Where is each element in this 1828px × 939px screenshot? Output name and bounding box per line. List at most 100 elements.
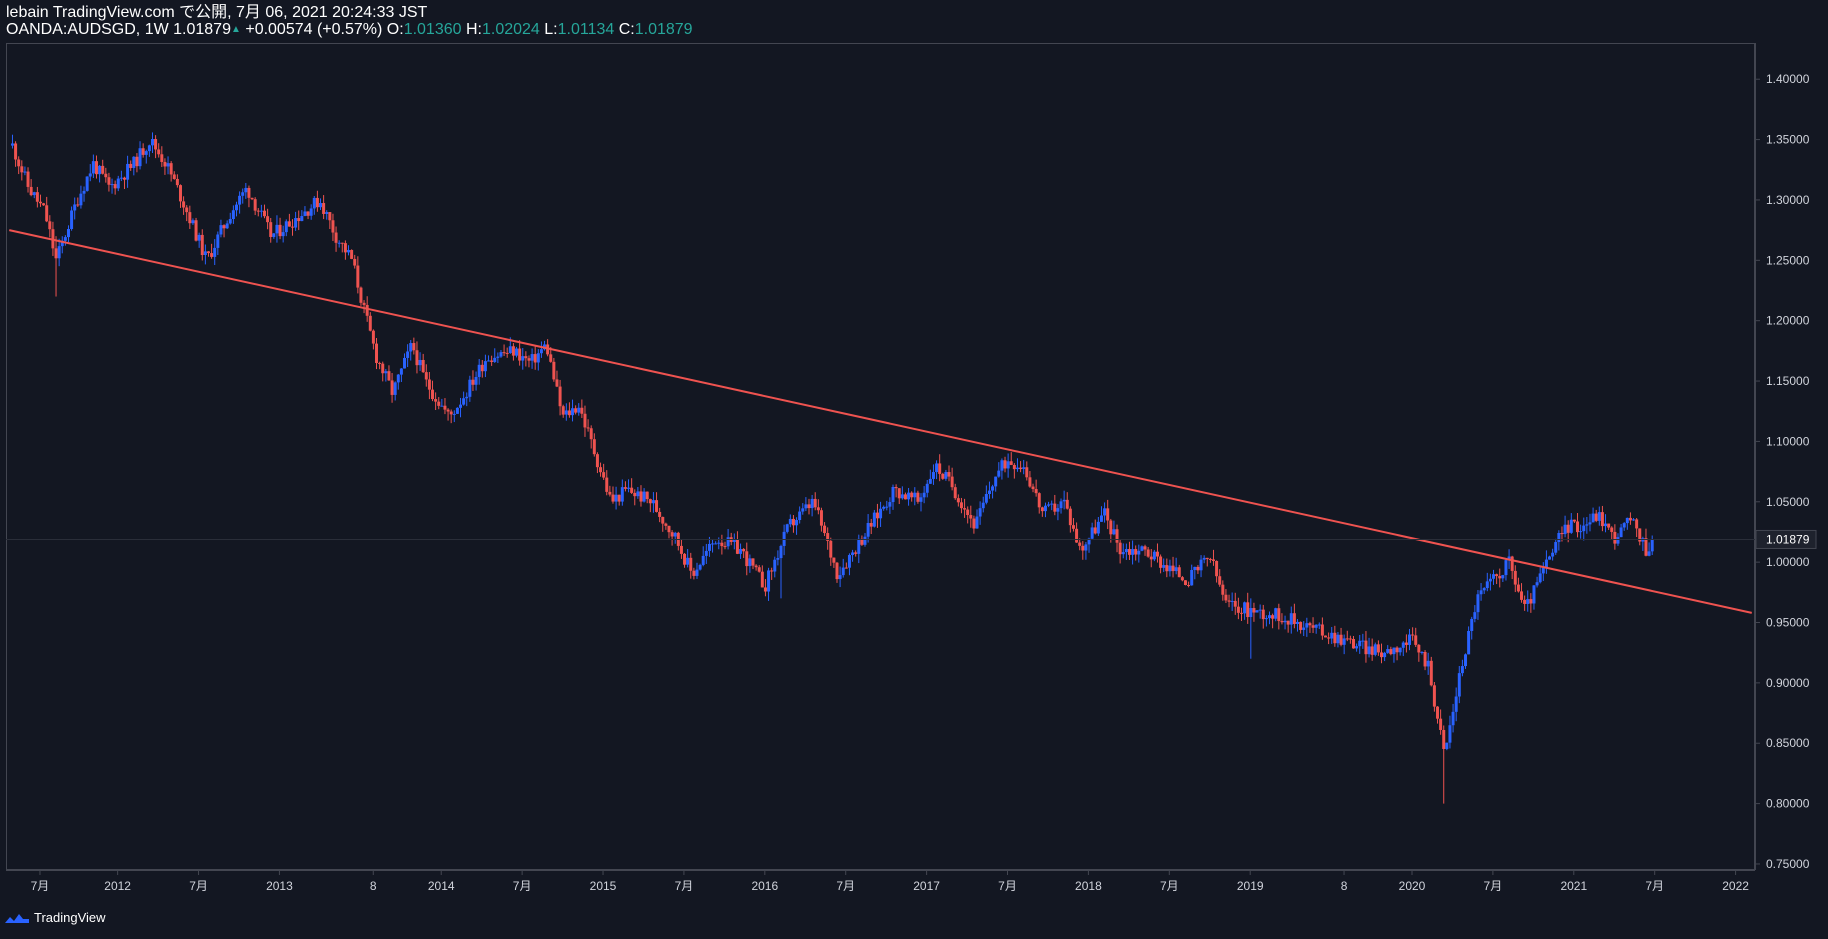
x-tick-label: 7月 — [513, 879, 532, 893]
candle-body — [524, 356, 528, 359]
candle-body — [144, 151, 148, 155]
candle-body — [1476, 594, 1480, 613]
candle-body — [630, 487, 634, 493]
candle-body — [757, 567, 761, 572]
candle-body — [1454, 696, 1458, 712]
candle-body — [866, 522, 870, 537]
candle-body — [483, 361, 487, 372]
candle-body — [1613, 531, 1617, 544]
candle-body — [378, 362, 382, 364]
candle-body — [1243, 602, 1247, 614]
candle-body — [617, 494, 621, 502]
candle-body — [1479, 590, 1483, 595]
candle-body — [1395, 647, 1399, 653]
candle-body — [1544, 559, 1548, 568]
candle-body — [903, 494, 907, 500]
candle-body — [1591, 513, 1595, 523]
candle-body — [138, 148, 142, 167]
candle-body — [1361, 640, 1365, 642]
candle-body — [1252, 608, 1256, 613]
candle-body — [359, 287, 363, 303]
candle-body — [393, 382, 397, 395]
candle-body — [1093, 527, 1097, 534]
candle-body — [907, 492, 911, 500]
y-tick-label: 0.90000 — [1766, 676, 1810, 690]
candle-body — [882, 506, 886, 509]
candle-body — [959, 502, 963, 509]
candle-body — [1177, 567, 1181, 578]
candle-body — [767, 570, 771, 592]
candle-body — [711, 543, 715, 545]
publish-info: lebain TradingView.com で公開, 7月 06, 2021 … — [6, 4, 427, 22]
candle-body — [1560, 533, 1564, 535]
candle-body — [431, 389, 435, 400]
candle-body — [1000, 460, 1004, 471]
candle-body — [1513, 570, 1517, 585]
candle-body — [462, 398, 466, 405]
candle-body — [655, 500, 659, 512]
candle-body — [1239, 612, 1243, 614]
x-tick-label: 2020 — [1399, 879, 1426, 893]
candle-body — [1348, 638, 1352, 640]
candle-body — [1442, 729, 1446, 749]
candle-body — [38, 201, 42, 204]
candle-body — [362, 302, 366, 305]
candle-body — [446, 409, 450, 412]
candle-body — [1215, 560, 1219, 577]
candle-body — [1616, 537, 1620, 544]
candle-body — [216, 234, 220, 248]
candle-body — [57, 246, 61, 259]
candle-body — [1429, 660, 1433, 686]
candle-body — [10, 143, 14, 146]
candle-body — [1280, 621, 1284, 623]
candle-body — [586, 427, 590, 429]
x-tick-label: 2015 — [590, 879, 617, 893]
candle-body — [754, 565, 758, 568]
candle-body — [1230, 600, 1234, 602]
y-tick-label: 0.95000 — [1766, 616, 1810, 630]
candle-body — [1376, 644, 1380, 653]
candle-body — [368, 315, 372, 331]
open-label: O: — [386, 21, 404, 38]
candle-body — [1436, 706, 1440, 719]
candle-body — [334, 232, 338, 243]
candle-body — [969, 515, 973, 519]
candle-body — [580, 407, 584, 414]
y-tick-label: 0.85000 — [1766, 736, 1810, 750]
candle-body — [1134, 549, 1138, 555]
candle-body — [1302, 627, 1306, 630]
candle-body — [773, 559, 777, 572]
candle-body — [1183, 580, 1187, 586]
x-tick-label: 2018 — [1075, 879, 1102, 893]
candle-body — [720, 542, 724, 547]
candle-body — [241, 192, 245, 196]
candle-body — [129, 163, 133, 168]
candle-body — [1464, 654, 1468, 667]
candle-body — [742, 548, 746, 552]
candle-body — [735, 539, 739, 554]
high-label: H: — [465, 21, 482, 38]
candle-body — [347, 250, 351, 253]
candle-body — [185, 207, 189, 213]
footer-brand[interactable]: TradingView — [4, 910, 106, 925]
candle-body — [723, 546, 727, 548]
candle-body — [829, 540, 833, 558]
candle-body — [1255, 610, 1259, 613]
candle-body — [664, 523, 668, 526]
candle-body — [1146, 549, 1150, 557]
candle-body — [206, 251, 210, 254]
candle-body — [1470, 618, 1474, 631]
candle-body — [987, 490, 991, 494]
candle-body — [707, 543, 711, 551]
candle-body — [748, 558, 752, 567]
candle-body — [427, 379, 431, 390]
candle-body — [474, 377, 478, 385]
y-tick-label: 0.80000 — [1766, 797, 1810, 811]
candle-body — [751, 558, 755, 566]
candle-body — [1292, 613, 1296, 624]
candle-body — [1548, 556, 1552, 560]
candle-body — [785, 524, 789, 532]
candle-body — [1569, 519, 1573, 533]
candle-body — [337, 242, 341, 244]
